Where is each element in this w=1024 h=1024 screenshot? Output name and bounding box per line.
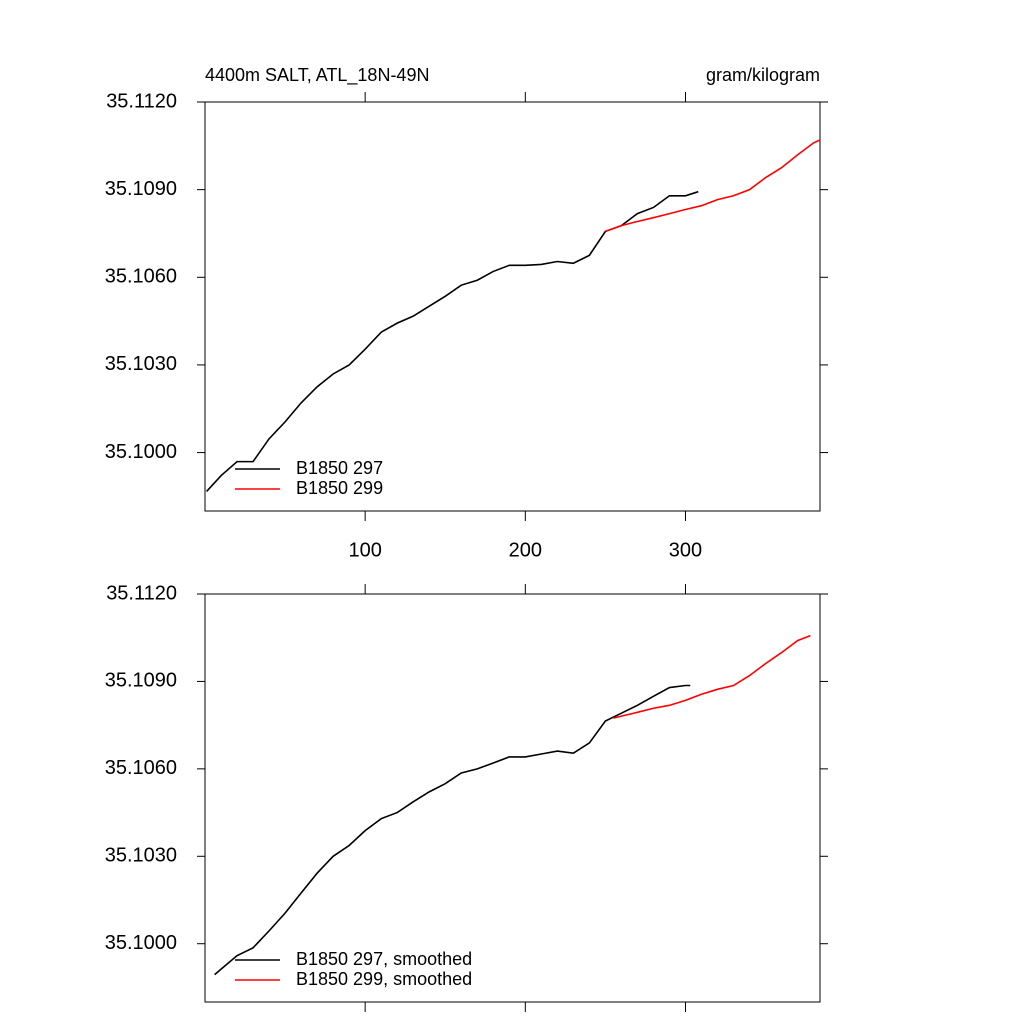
y-tick-label: 35.1120 — [106, 582, 177, 604]
legend-label: B1850 297 — [296, 458, 383, 478]
x-tick-label: 200 — [509, 539, 542, 561]
units-label: gram/kilogram — [706, 65, 820, 85]
y-tick-label: 35.1000 — [105, 932, 177, 954]
series-line — [206, 190, 699, 492]
plot-frame — [204, 101, 821, 512]
x-tick-label: 100 — [348, 539, 381, 561]
series-line — [605, 139, 821, 233]
series-line — [214, 684, 691, 976]
legend-label: B1850 299 — [296, 478, 383, 498]
y-tick-label: 35.1090 — [105, 178, 177, 200]
x-tick-label: 300 — [669, 539, 702, 561]
y-tick-label: 35.1030 — [105, 353, 177, 375]
series-line — [613, 634, 811, 719]
y-tick-label: 35.1090 — [105, 670, 177, 692]
y-tick-label: 35.1030 — [105, 845, 177, 867]
legend-label: B1850 299, smoothed — [296, 969, 472, 989]
y-tick-label: 35.1060 — [105, 266, 177, 288]
legend-label: B1850 297, smoothed — [296, 949, 472, 969]
y-tick-label: 35.1000 — [105, 441, 177, 463]
y-tick-label: 35.1060 — [105, 757, 177, 779]
plot-frame — [204, 593, 821, 1003]
y-tick-label: 35.1120 — [106, 90, 177, 112]
chart-title: 4400m SALT, ATL_18N-49N — [205, 65, 429, 86]
